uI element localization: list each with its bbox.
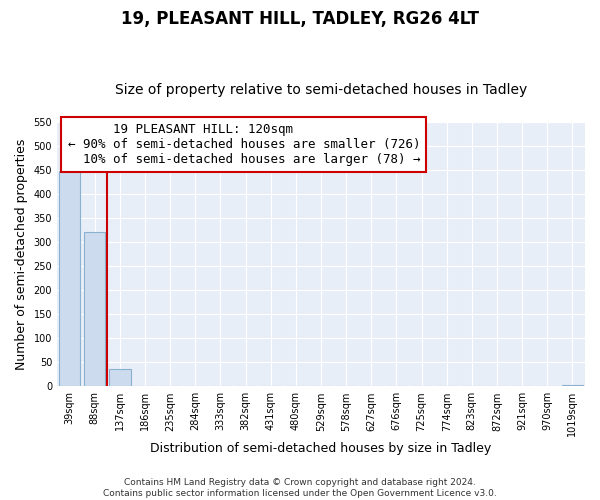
Bar [59,172,80,386]
Text: 19, PLEASANT HILL, TADLEY, RG26 4LT: 19, PLEASANT HILL, TADLEY, RG26 4LT [121,10,479,28]
X-axis label: Distribution of semi-detached houses by size in Tadley: Distribution of semi-detached houses by … [151,442,491,455]
Bar [109,370,131,386]
Text: 19 PLEASANT HILL: 120sqm
← 90% of semi-detached houses are smaller (726)
  10% o: 19 PLEASANT HILL: 120sqm ← 90% of semi-d… [68,123,420,166]
Bar [84,232,106,386]
Title: Size of property relative to semi-detached houses in Tadley: Size of property relative to semi-detach… [115,83,527,97]
Y-axis label: Number of semi-detached properties: Number of semi-detached properties [15,138,28,370]
Text: Contains HM Land Registry data © Crown copyright and database right 2024.
Contai: Contains HM Land Registry data © Crown c… [103,478,497,498]
